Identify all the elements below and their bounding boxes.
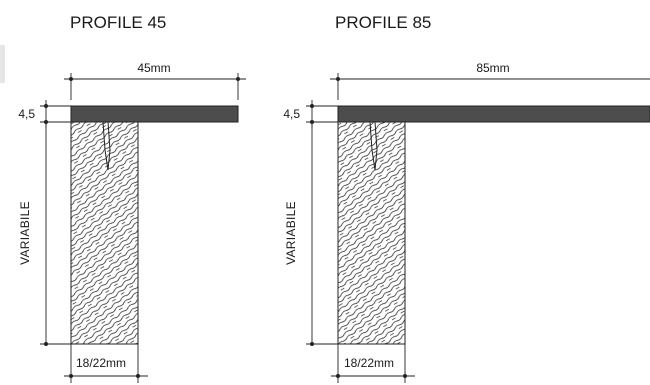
top-strip bbox=[70, 105, 239, 123]
base-dimension: 18/22mm bbox=[331, 344, 415, 383]
height-dimension: VARIABILE bbox=[18, 122, 71, 346]
base-label: 18/22mm bbox=[344, 356, 394, 370]
base-label: 18/22mm bbox=[76, 356, 126, 370]
width-label: 45mm bbox=[137, 61, 170, 75]
width-dimension: 85mm bbox=[330, 61, 650, 100]
thickness-label: 4,5 bbox=[283, 107, 300, 121]
base-dimension: 18/22mm bbox=[64, 344, 148, 383]
top-strip bbox=[337, 105, 650, 123]
width-dimension: 45mm bbox=[64, 61, 246, 100]
slot bbox=[102, 121, 111, 171]
width-label: 85mm bbox=[476, 61, 509, 75]
thickness-label: 4,5 bbox=[18, 107, 35, 121]
edge-fragment bbox=[0, 45, 5, 83]
wood-post bbox=[70, 121, 139, 345]
slot bbox=[369, 121, 378, 171]
height-label: VARIABILE bbox=[284, 201, 298, 265]
profile-85: PROFILE 85 85mm 4,5 VARIABILE bbox=[283, 13, 650, 383]
profile-45: PROFILE 45 45mm 4,5 V bbox=[18, 13, 246, 383]
profile-title: PROFILE 45 bbox=[70, 13, 166, 32]
wood-post bbox=[337, 121, 406, 345]
thickness-dimension: 4,5 bbox=[283, 100, 338, 128]
height-dimension: VARIABILE bbox=[284, 122, 338, 346]
profile-title: PROFILE 85 bbox=[335, 13, 431, 32]
height-label: VARIABILE bbox=[18, 201, 32, 265]
thickness-dimension: 4,5 bbox=[18, 100, 71, 128]
